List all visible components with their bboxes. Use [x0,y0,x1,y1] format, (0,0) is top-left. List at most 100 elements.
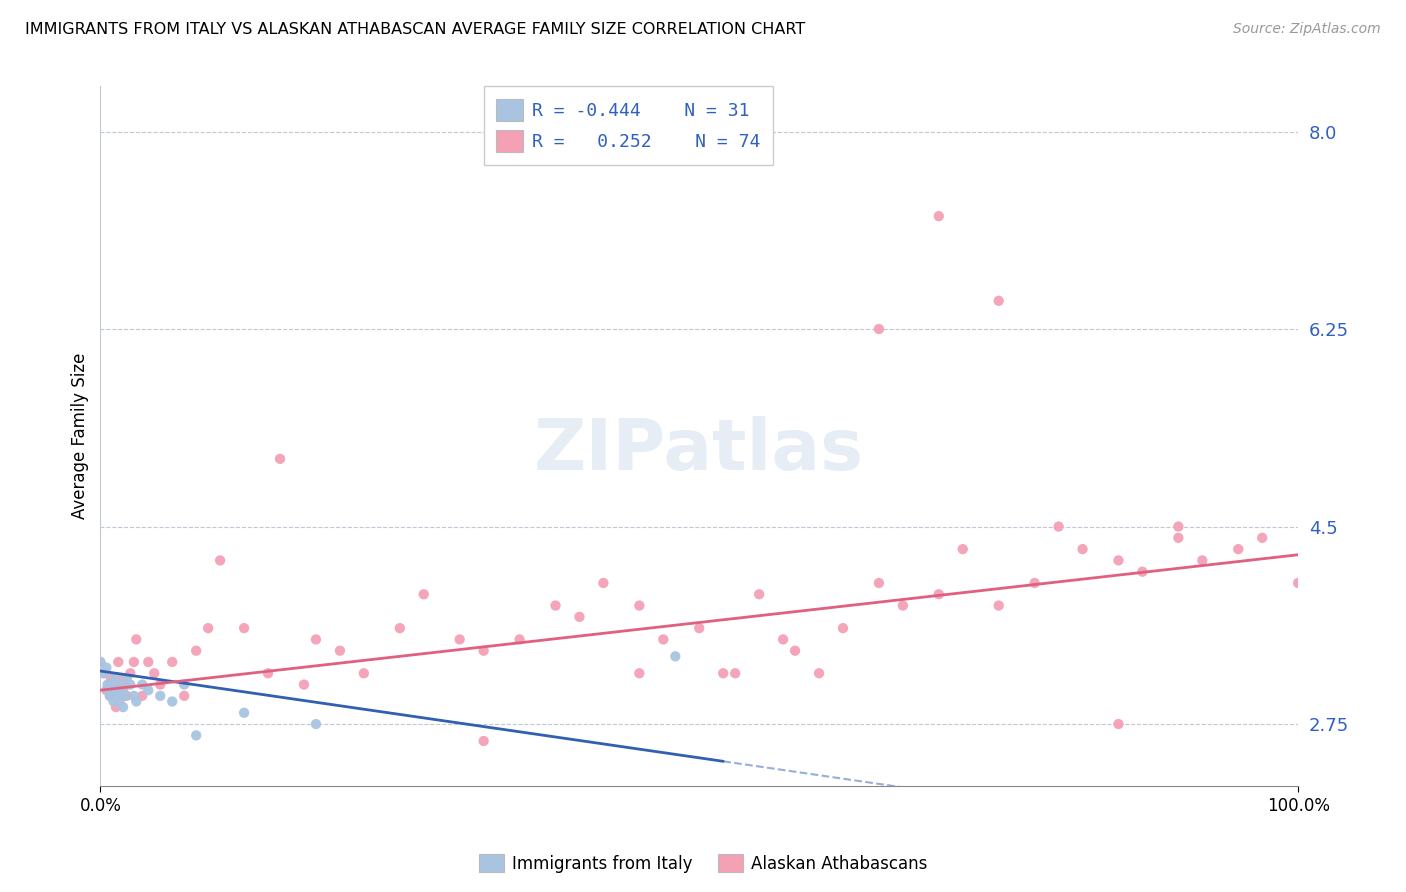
Point [131,677,153,691]
Point [104,700,127,714]
Point [100,677,122,691]
Point [122,655,145,669]
Point [111,683,134,698]
Point [149,677,172,691]
Point [832,621,855,635]
Point [1167,519,1189,533]
Point [987,293,1010,308]
Point [197,621,219,635]
Point [112,683,135,698]
Point [1071,542,1094,557]
Point [101,689,124,703]
Point [112,700,135,714]
Text: IMMIGRANTS FROM ITALY VS ALASKAN ATHABASCAN AVERAGE FAMILY SIZE CORRELATION CHAR: IMMIGRANTS FROM ITALY VS ALASKAN ATHABAS… [25,22,806,37]
Point [269,451,291,466]
Point [100,672,122,686]
Point [592,576,614,591]
Point [122,689,145,703]
Point [987,599,1010,613]
Point [472,643,495,657]
Point [108,694,131,708]
Point [472,734,495,748]
Point [388,621,411,635]
Point [103,694,125,708]
Point [952,542,974,557]
Point [97,677,120,691]
Point [111,672,134,686]
Point [1286,576,1309,591]
Point [772,632,794,647]
Point [209,553,232,567]
Point [305,717,328,731]
Point [868,322,890,336]
Point [105,683,128,698]
Point [115,689,138,703]
Point [96,660,118,674]
Point [143,666,166,681]
Point [125,694,148,708]
Point [93,666,115,681]
Point [1251,531,1274,545]
Point [186,728,208,742]
Point [97,683,120,698]
Point [101,683,124,698]
Legend: Immigrants from Italy, Alaskan Athabascans: Immigrants from Italy, Alaskan Athabasca… [472,847,934,880]
Point [110,689,132,703]
Point [688,621,710,635]
Point [509,632,531,647]
Point [131,689,153,703]
Point [96,683,118,698]
Point [1227,542,1250,557]
Point [353,666,375,681]
Point [808,666,831,681]
Point [125,632,148,647]
Point [724,666,747,681]
Point [305,632,328,647]
Point [160,694,183,708]
Point [98,689,121,703]
Point [149,689,172,703]
Point [1167,531,1189,545]
Point [107,677,129,691]
Point [115,672,138,686]
Y-axis label: Average Family Size: Average Family Size [72,353,89,519]
Point [173,689,195,703]
Point [98,689,121,703]
Point [136,655,159,669]
Point [93,666,115,681]
Point [292,677,315,691]
Point [928,587,950,601]
Point [1047,519,1070,533]
Point [104,689,127,703]
Point [173,677,195,691]
Point [868,576,890,591]
Point [160,655,183,669]
Point [449,632,471,647]
Point [928,209,950,223]
Point [544,599,567,613]
Point [1108,717,1130,731]
Point [652,632,675,647]
Point [89,655,111,669]
Point [112,677,135,691]
Point [107,655,129,669]
Point [711,666,734,681]
Point [1108,553,1130,567]
Point [748,587,770,601]
Legend: R = -0.444    N = 31, R =   0.252    N = 74: R = -0.444 N = 31, R = 0.252 N = 74 [484,87,773,165]
Point [783,643,806,657]
Point [1132,565,1154,579]
Point [233,706,256,720]
Point [89,655,111,669]
Point [96,677,118,691]
Point [186,643,208,657]
Point [257,666,280,681]
Point [891,599,914,613]
Point [664,649,686,664]
Point [120,677,142,691]
Point [412,587,434,601]
Point [1191,553,1213,567]
Text: Source: ZipAtlas.com: Source: ZipAtlas.com [1233,22,1381,37]
Point [136,683,159,698]
Point [329,643,352,657]
